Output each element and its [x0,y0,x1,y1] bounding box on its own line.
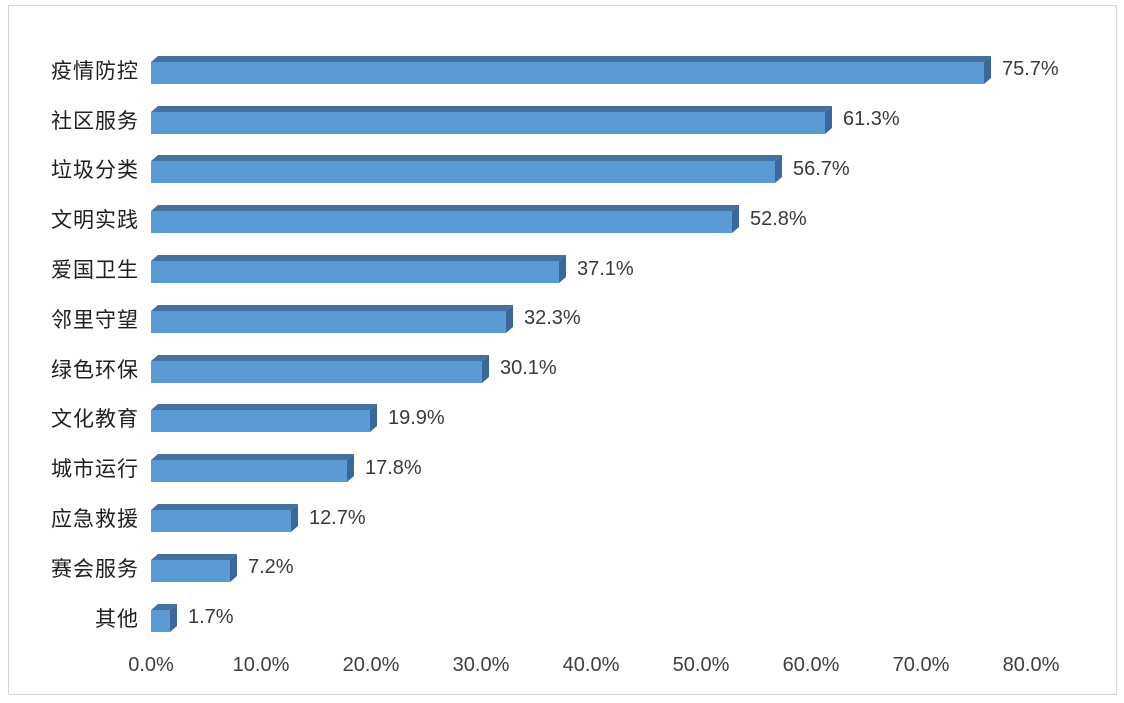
bar-3d [151,304,513,333]
bar-front-face [151,161,775,184]
bar-row: 疫情防控 75.7% [9,45,1116,95]
bar-3d [151,504,298,533]
category-label: 城市运行 [51,458,139,482]
x-axis-tick: 60.0% [782,654,840,676]
value-label: 1.7% [188,606,234,629]
bar-top-face [151,404,377,411]
bar-row: 其他 1.7% [9,593,1116,643]
bar-top-face [151,255,566,262]
bar-side-face [984,55,991,84]
bar-side-face [170,603,177,632]
bar-side-face [732,205,739,234]
value-label: 12.7% [309,506,366,529]
bar-front-face [151,310,506,333]
bar-top-face [151,504,298,511]
bar-top-face [151,553,237,560]
x-axis: 0.0% 10.0% 20.0% 30.0% 40.0% 50.0% 60.0% 70.0% 8… [9,654,1116,684]
bar-row: 赛会服务 7.2% [9,543,1116,593]
bar-front-face [151,61,984,84]
bar-front-face [151,360,482,383]
x-axis-tick: 0.0% [128,654,174,676]
bar-front-face [151,510,291,533]
bar-3d [151,603,177,632]
bar-top-face [151,105,832,112]
value-label: 19.9% [388,406,445,429]
chart-rows: 疫情防控 75.7% 社区服务 61.3% 垃圾分类 56.7% 文明实践 52.8% 爱国卫生… [9,45,1116,643]
bar-side-face [347,454,354,483]
value-label: 61.3% [843,108,900,131]
bar-row: 垃圾分类 56.7% [9,145,1116,195]
bar-side-face [291,504,298,533]
bar-top-face [151,55,991,62]
value-label: 17.8% [365,456,422,479]
bar-side-face [506,304,513,333]
x-axis-tick: 30.0% [452,654,510,676]
bar-front-face [151,559,230,582]
x-axis-tick: 40.0% [562,654,620,676]
bar-front-face [151,111,825,134]
bar-side-face [775,155,782,184]
bar-row: 应急救援 12.7% [9,493,1116,543]
bar-row: 爱国卫生 37.1% [9,244,1116,294]
bar-row: 绿色环保 30.1% [9,344,1116,394]
bar-3d [151,155,782,184]
category-label: 疫情防控 [51,59,139,83]
bar-3d [151,55,991,84]
category-label: 应急救援 [51,508,139,532]
bar-row: 社区服务 61.3% [9,95,1116,145]
category-label: 绿色环保 [51,358,139,382]
category-label: 垃圾分类 [51,159,139,183]
bar-3d [151,205,739,234]
value-label: 7.2% [248,556,294,579]
bar-top-face [151,603,177,610]
x-axis-tick: 70.0% [892,654,950,676]
bar-side-face [559,255,566,284]
bar-side-face [370,404,377,433]
chart-frame: 疫情防控 75.7% 社区服务 61.3% 垃圾分类 56.7% 文明实践 52.8% 爱国卫生… [8,5,1117,695]
bar-3d [151,553,237,582]
bar-side-face [825,105,832,134]
bar-3d [151,105,832,134]
category-label: 社区服务 [51,109,139,133]
bar-top-face [151,304,513,311]
category-label: 邻里守望 [51,308,139,332]
bar-top-face [151,354,489,361]
bar-top-face [151,205,739,212]
bar-top-face [151,155,782,162]
bar-3d [151,404,377,433]
bar-row: 邻里守望 32.3% [9,294,1116,344]
bar-row: 文化教育 19.9% [9,394,1116,444]
bar-front-face [151,460,347,483]
category-label: 爱国卫生 [51,259,139,283]
bar-front-face [151,261,559,284]
value-label: 30.1% [500,357,557,380]
category-label: 其他 [95,607,139,631]
bar-front-face [151,410,370,433]
x-axis-tick: 20.0% [342,654,400,676]
x-axis-tick: 50.0% [672,654,730,676]
bar-front-face [151,609,170,632]
x-axis-tick: 10.0% [232,654,290,676]
value-label: 75.7% [1002,58,1059,81]
category-label: 赛会服务 [51,557,139,581]
category-label: 文明实践 [51,209,139,233]
bar-side-face [482,354,489,383]
value-label: 52.8% [750,207,807,230]
bar-front-face [151,211,732,234]
bar-3d [151,354,489,383]
bar-row: 城市运行 17.8% [9,443,1116,493]
category-label: 文化教育 [51,408,139,432]
bar-3d [151,255,566,284]
value-label: 32.3% [524,307,581,330]
x-axis-tick: 80.0% [1002,654,1060,676]
bar-top-face [151,454,354,461]
bar-row: 文明实践 52.8% [9,194,1116,244]
bar-3d [151,454,354,483]
bar-side-face [230,553,237,582]
value-label: 37.1% [577,257,634,280]
value-label: 56.7% [793,157,850,180]
